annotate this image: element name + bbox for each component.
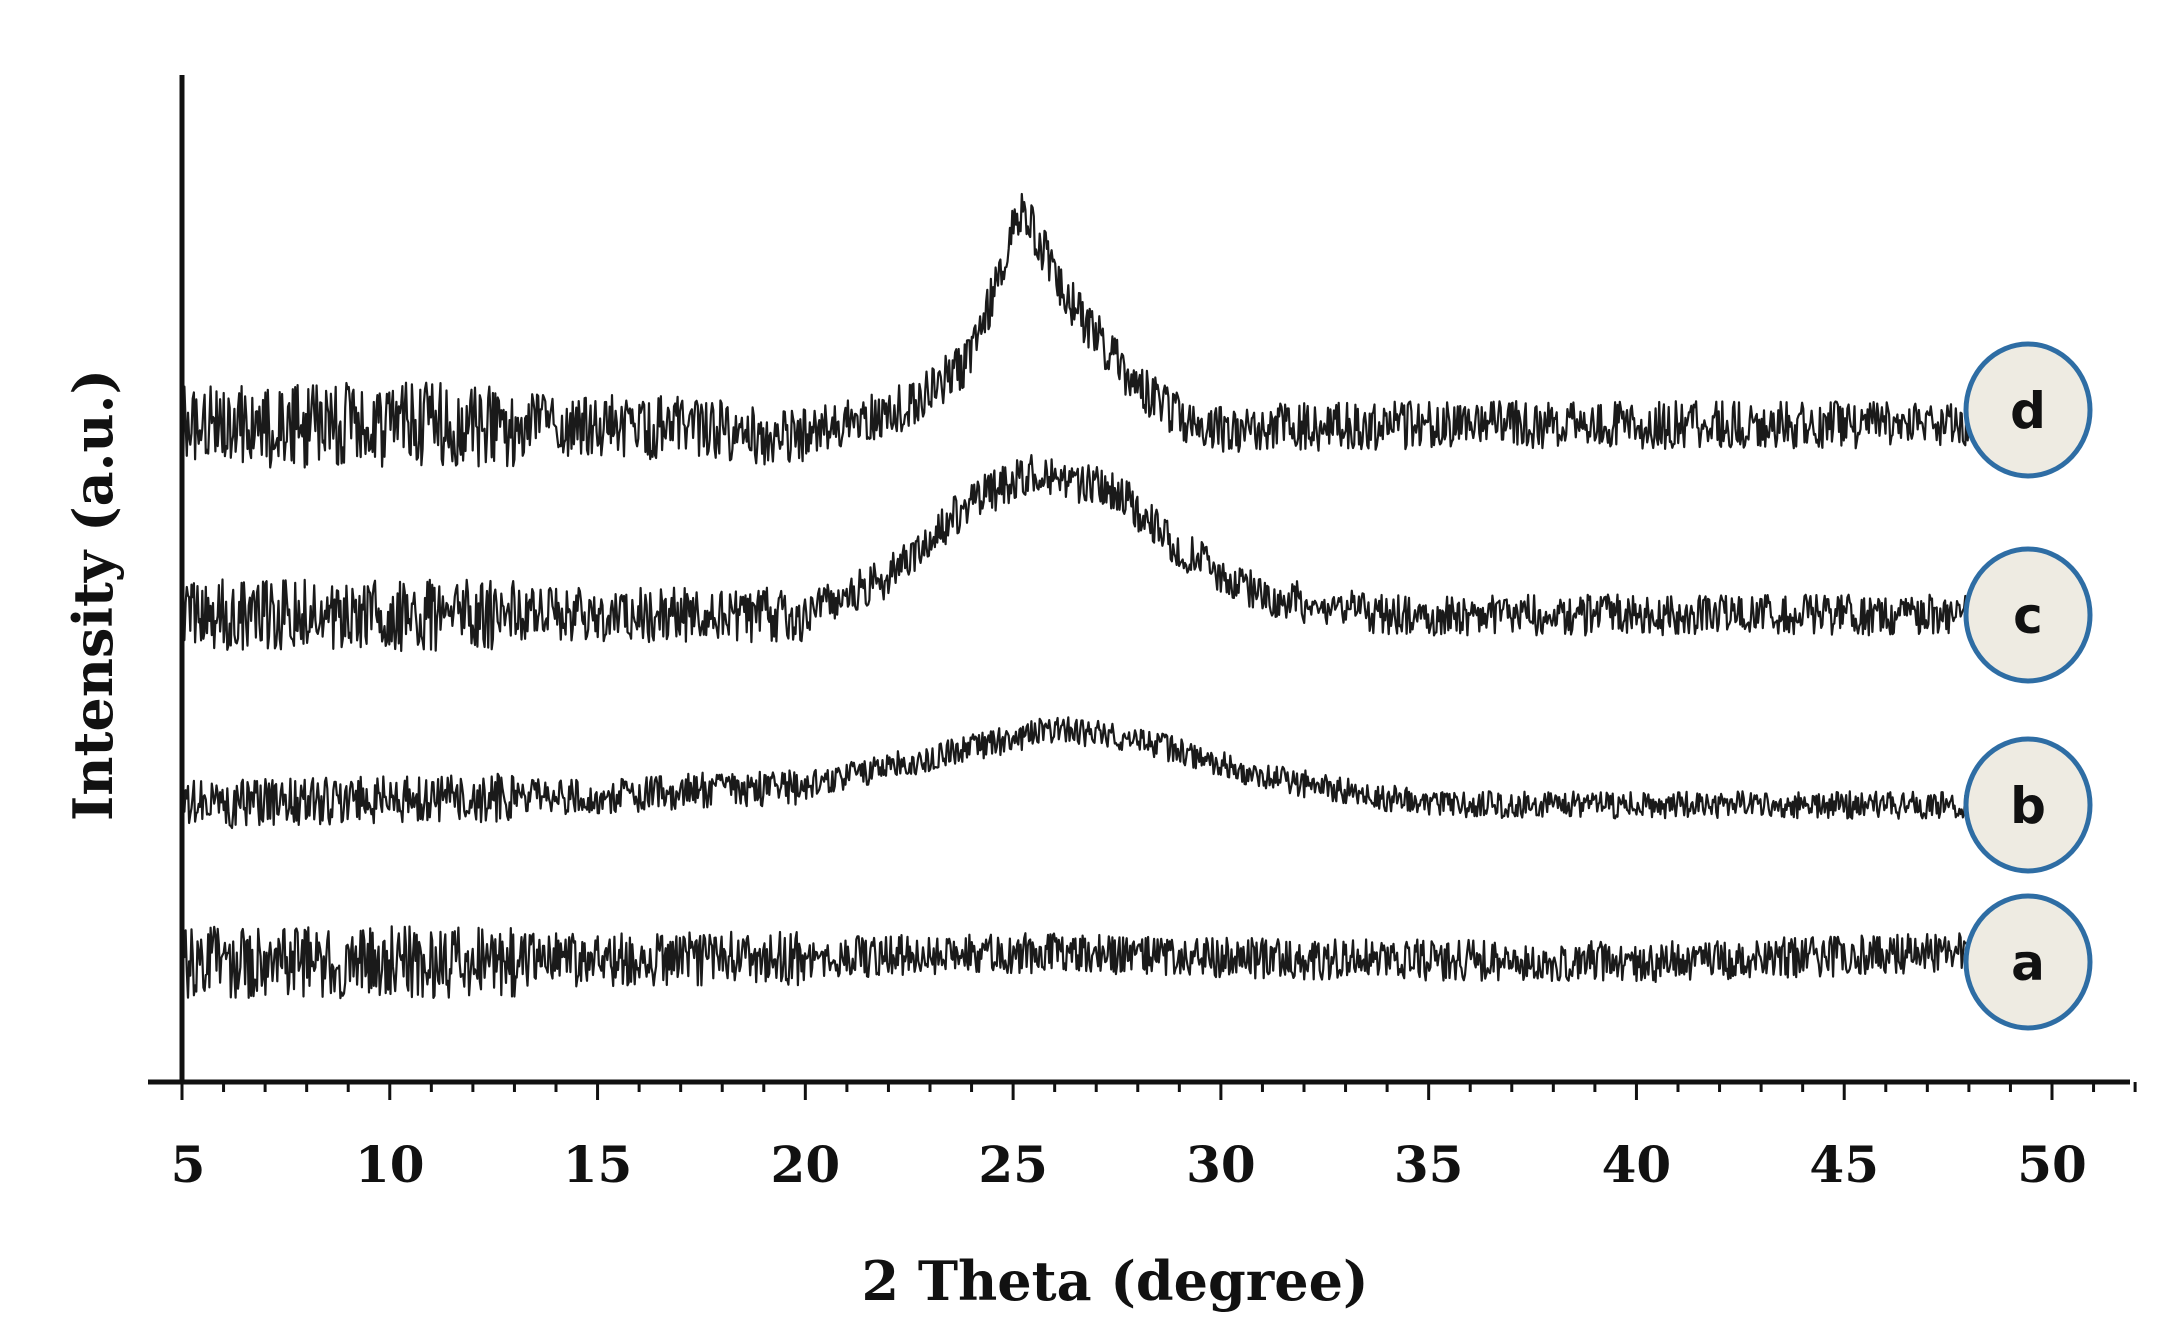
- x-tick-label: 10: [355, 1135, 425, 1194]
- series-label-a: a: [1963, 893, 2093, 1031]
- series-label-text: d: [2010, 382, 2046, 440]
- series-label-circle: [1963, 341, 2093, 479]
- series-label-circle: [1963, 546, 2093, 684]
- trace-a: [180, 925, 1970, 1000]
- series-labels-group: a b c d: [1963, 341, 2093, 1031]
- trace-d: [180, 192, 1970, 469]
- x-tick-label: 15: [563, 1135, 633, 1194]
- series-label-b: b: [1963, 736, 2093, 874]
- series-label-text: b: [2010, 777, 2046, 835]
- traces-group: [180, 192, 1970, 1000]
- series-label-text: c: [2013, 587, 2043, 645]
- x-tick-label: 40: [1602, 1135, 1672, 1194]
- trace-c: [180, 454, 1970, 653]
- y-axis-title: Intensity (a.u.): [61, 369, 125, 821]
- x-axis-title: 2 Theta (degree): [861, 1249, 1368, 1313]
- series-label-text: a: [2011, 934, 2045, 992]
- x-tick-label: 25: [978, 1135, 1048, 1194]
- trace-b: [180, 716, 1970, 830]
- x-tick-label: 5: [171, 1135, 206, 1194]
- series-label-d: d: [1963, 341, 2093, 479]
- x-tick-label: 35: [1394, 1135, 1464, 1194]
- series-label-circle: [1963, 736, 2093, 874]
- x-ticks-group: 5 10 15 20 25 30 35 40 45 50: [171, 1082, 2137, 1194]
- x-tick-label: 50: [2017, 1135, 2087, 1194]
- x-tick-label: 45: [1809, 1135, 1879, 1194]
- x-tick-label: 20: [771, 1135, 841, 1194]
- x-tick-label: 30: [1186, 1135, 1256, 1194]
- series-label-c: c: [1963, 546, 2093, 684]
- series-label-circle: [1963, 893, 2093, 1031]
